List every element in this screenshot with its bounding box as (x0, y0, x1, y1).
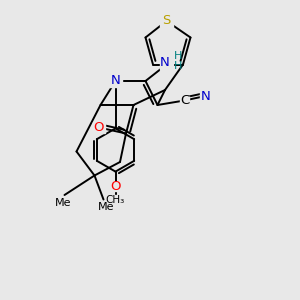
Text: N: N (201, 89, 210, 103)
Bar (160, 15, 173, 27)
Text: Me: Me (55, 197, 71, 208)
Text: Me: Me (98, 202, 115, 212)
Bar (106, 195, 124, 205)
Bar (200, 91, 211, 101)
Text: O: O (94, 121, 104, 134)
Text: C: C (180, 94, 189, 107)
Bar (180, 96, 189, 105)
Text: CH₃: CH₃ (106, 195, 125, 205)
Text: H: H (174, 61, 182, 71)
Bar (93, 122, 105, 133)
Text: S: S (162, 14, 171, 28)
Text: O: O (110, 180, 121, 193)
Text: N: N (111, 74, 120, 88)
Bar (110, 182, 121, 191)
Text: N: N (160, 56, 170, 69)
Text: H: H (174, 51, 182, 61)
Bar (109, 75, 122, 87)
Bar (160, 59, 173, 70)
